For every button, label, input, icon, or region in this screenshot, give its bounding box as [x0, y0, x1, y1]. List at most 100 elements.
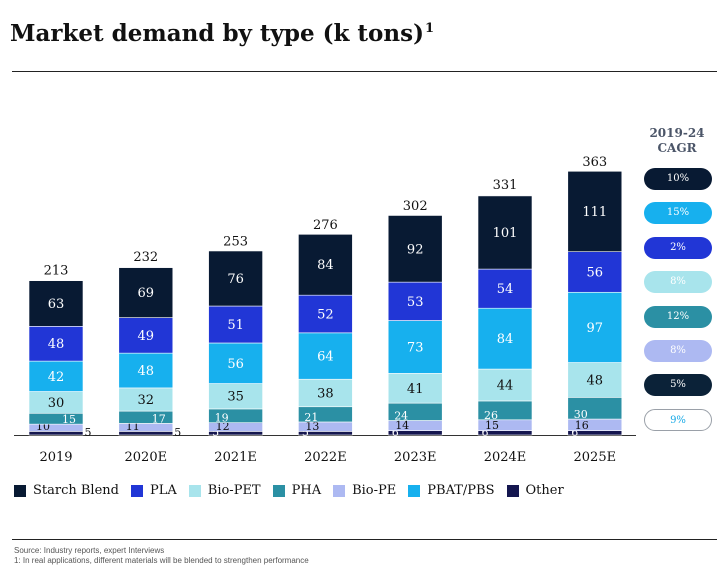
x-tick-label-2019: 2019	[39, 450, 72, 465]
x-tick-label-2025e: 2025E	[574, 450, 617, 465]
legend-swatch-pla	[130, 484, 143, 497]
cagr-pill-starch-blend: 10%	[644, 168, 712, 190]
data-label-pbat-pbs-2020e: 48	[138, 364, 155, 379]
cagr-pill-other: 5%	[644, 374, 712, 397]
legend-label-pha: PHA	[291, 483, 322, 498]
x-tick-label-2020e: 2020E	[125, 450, 168, 465]
data-label-pbat-pbs-2021e: 56	[227, 357, 244, 372]
legend-label-starch-blend: Starch Blend	[33, 483, 119, 498]
bar-segment-starch-blend-2019	[28, 280, 84, 327]
legend-label-bio-pet: Bio-PET	[207, 483, 261, 498]
data-label-starch-blend-2023e: 92	[407, 242, 424, 257]
page-title: Market demand by type (k tons)1	[10, 20, 434, 47]
data-label-starch-blend-2021e: 76	[227, 272, 244, 287]
legend-swatch-starch-blend	[14, 484, 26, 497]
legend-swatch-pbat-pbs	[408, 484, 421, 497]
data-label-pla-2019: 48	[48, 337, 65, 352]
bar-segment-bio-pet-2023e	[387, 373, 443, 404]
cagr-period: 2019-24	[649, 126, 705, 140]
cagr-pill-bio-pet: 8%	[644, 271, 712, 294]
data-label-other-2021e: 5	[212, 426, 219, 439]
data-label-other-2025e: 6	[571, 426, 578, 439]
total-label-2024e: 331	[493, 178, 518, 193]
data-label-pla-2021e: 51	[227, 318, 244, 333]
legend-item-pbat-pbs: PBAT/PBS	[408, 483, 495, 498]
data-label-other-2023e: 6	[392, 426, 399, 439]
bar-segment-pla-2020e	[118, 317, 174, 354]
bar-segment-pbat-pbs-2021e	[208, 342, 263, 384]
bar-segment-bio-pet-2021e	[208, 383, 263, 410]
legend-item-other: Other	[506, 483, 564, 498]
legend-swatch-pha	[272, 484, 285, 497]
data-label-pha-2025e: 30	[574, 408, 588, 421]
x-tick-label-2021e: 2021E	[214, 450, 257, 465]
data-label-starch-blend-2024e: 101	[493, 226, 518, 241]
source-note: Source: Industry reports, expert Intervi…	[14, 546, 165, 555]
data-label-starch-blend-2025e: 111	[582, 205, 607, 220]
stacked-bar-chart: 5101530424863213201951117324849692322020…	[14, 155, 636, 465]
data-label-bio-pe-2025e: 16	[575, 419, 589, 432]
data-label-bio-pet-2019: 30	[48, 396, 65, 411]
data-label-pha-2023e: 24	[394, 410, 408, 423]
bar-segment-pbat-pbs-2024e	[477, 307, 533, 370]
legend-label-pbat-pbs: PBAT/PBS	[427, 483, 495, 498]
legend-swatch-bio-pet	[188, 484, 201, 497]
bar-segment-pla-2022e	[298, 294, 353, 334]
data-label-bio-pet-2020e: 32	[138, 393, 155, 408]
legend-label-other: Other	[525, 483, 564, 498]
total-label-2019: 213	[44, 264, 69, 279]
total-label-2025e: 363	[582, 155, 607, 170]
bar-segment-pla-2025e	[567, 251, 623, 293]
cagr-label: CAGR	[657, 141, 697, 155]
data-label-bio-pe-2023e: 14	[395, 419, 409, 432]
legend-label-pla: PLA	[149, 483, 177, 498]
legend-item-pha: PHA	[272, 483, 322, 498]
data-label-bio-pe-2024e: 15	[485, 419, 499, 432]
total-label-2020e: 232	[133, 250, 158, 265]
cagr-pill-pha: 12%	[644, 305, 712, 328]
data-label-pha-2020e: 17	[152, 412, 166, 425]
data-label-pla-2020e: 49	[138, 329, 155, 344]
top-divider	[12, 71, 717, 72]
bar-segment-starch-blend-2025e	[567, 170, 623, 252]
cagr-pill-pbat-pbs: 15%	[644, 202, 712, 225]
data-label-pla-2023e: 53	[407, 295, 424, 310]
data-label-bio-pe-2021e: 12	[216, 420, 230, 433]
bar-segment-pbat-pbs-2025e	[567, 291, 623, 363]
cagr-pill-bio-pe: 8%	[644, 340, 712, 362]
data-label-pbat-pbs-2024e: 84	[497, 332, 514, 347]
chart-legend: Starch Blend PLA Bio-PET PHA Bio-PE PBAT/PBS O…	[14, 483, 576, 498]
x-tick-label-2023e: 2023E	[394, 450, 437, 465]
bar-segment-starch-blend-2020e	[118, 267, 174, 318]
data-label-bio-pet-2025e: 48	[587, 373, 604, 388]
bar-segment-pla-2021e	[208, 305, 263, 344]
total-label-2021e: 253	[223, 235, 248, 250]
bar-segment-pla-2024e	[477, 268, 533, 309]
legend-swatch-other	[506, 484, 519, 497]
data-label-pla-2022e: 52	[317, 308, 334, 323]
data-label-starch-blend-2020e: 69	[138, 286, 155, 301]
data-label-pbat-pbs-2025e: 97	[587, 321, 604, 336]
data-label-bio-pet-2023e: 41	[407, 382, 424, 397]
page-title-text: Market demand by type (k tons)	[10, 20, 424, 47]
legend-label-bio-pe: Bio-PE	[352, 483, 397, 498]
bar-segment-starch-blend-2022e	[298, 234, 353, 296]
data-label-starch-blend-2022e: 84	[317, 258, 334, 273]
total-label-2023e: 302	[403, 199, 428, 214]
bar-segment-pbat-pbs-2020e	[118, 352, 174, 389]
cagr-pill-pla: 2%	[644, 236, 712, 259]
data-label-starch-blend-2019: 63	[48, 297, 65, 312]
data-label-pha-2024e: 26	[484, 409, 498, 422]
data-label-pbat-pbs-2022e: 64	[317, 350, 334, 365]
footnote: 1: In real applications, different mater…	[14, 556, 309, 565]
bar-segment-starch-blend-2023e	[387, 215, 443, 283]
data-label-pha-2022e: 21	[304, 411, 318, 424]
x-tick-label-2024e: 2024E	[484, 450, 527, 465]
bar-segment-pbat-pbs-2019	[28, 360, 84, 392]
data-label-other-2019: 5	[85, 426, 92, 439]
legend-item-pla: PLA	[130, 483, 177, 498]
legend-item-bio-pet: Bio-PET	[188, 483, 261, 498]
data-label-bio-pet-2024e: 44	[497, 379, 514, 394]
data-label-bio-pet-2021e: 35	[227, 390, 244, 405]
total-label-2022e: 276	[313, 218, 338, 233]
